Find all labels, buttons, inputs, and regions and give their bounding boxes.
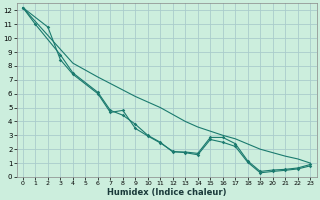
X-axis label: Humidex (Indice chaleur): Humidex (Indice chaleur) [107, 188, 226, 197]
